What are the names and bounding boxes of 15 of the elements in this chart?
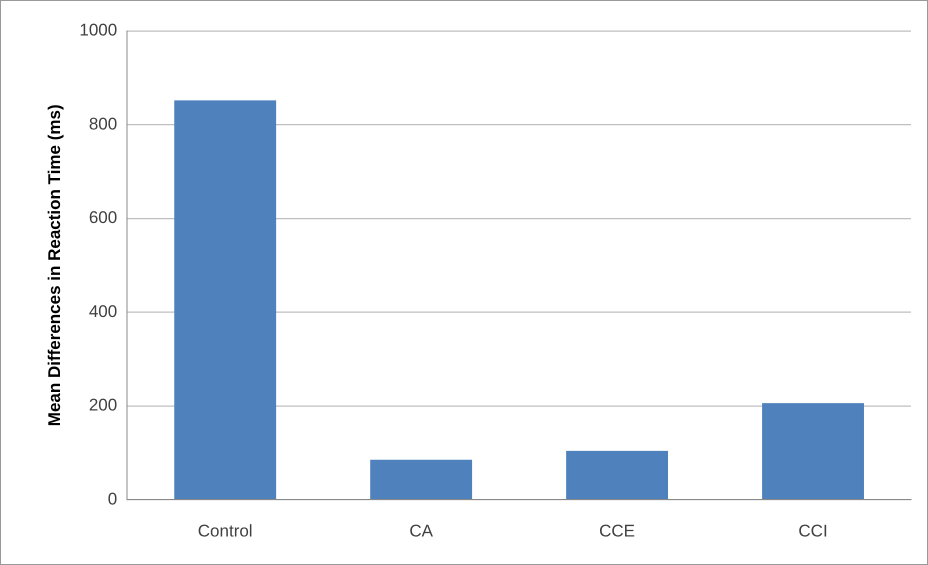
y-axis-title: Mean Differences in Reaction Time (ms) — [44, 104, 64, 426]
bar — [370, 460, 472, 499]
y-tick-label: 400 — [88, 302, 118, 321]
bar — [762, 403, 864, 499]
y-tick-label: 1000 — [79, 20, 118, 40]
y-tick-label: 200 — [88, 396, 118, 415]
y-tick-label: 0 — [108, 489, 118, 508]
y-tick-label: 600 — [88, 208, 118, 228]
x-tick-label: CA — [409, 521, 434, 540]
y-tick-label: 800 — [88, 114, 118, 134]
bar — [566, 450, 668, 499]
bar — [174, 100, 276, 499]
x-tick-label: CCI — [798, 521, 828, 540]
x-tick-label: CCE — [599, 521, 636, 540]
x-tick-label: Control — [198, 521, 253, 540]
